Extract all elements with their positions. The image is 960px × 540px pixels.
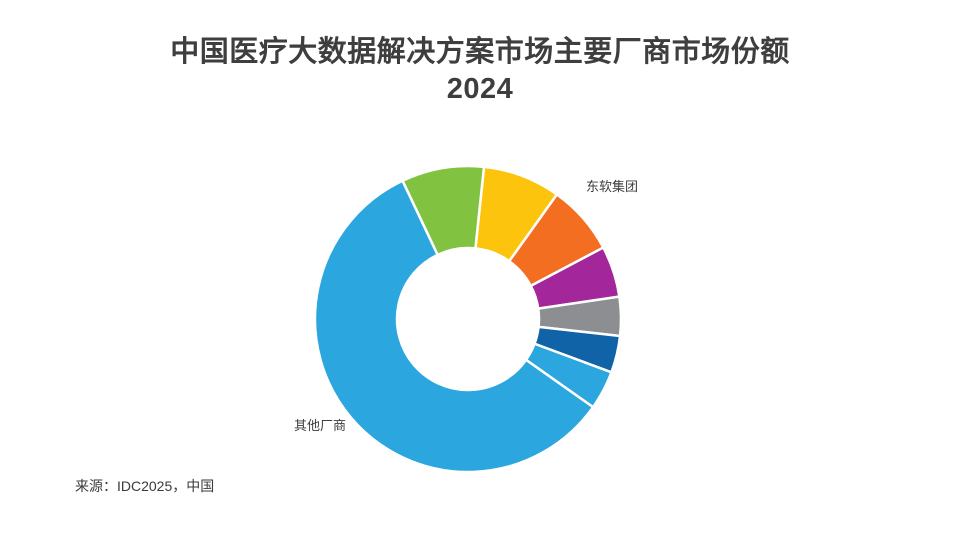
source-note: 来源：IDC2025，中国 (75, 478, 215, 494)
chart-title: 中国医疗大数据解决方案市场主要厂商市场份额 (170, 36, 790, 68)
donut-slice-others (313, 179, 595, 474)
slice-label-others: 其他厂商 (294, 418, 347, 433)
chart-subtitle-year: 2024 (446, 73, 514, 105)
chart-title-block: 中国医疗大数据解决方案市场主要厂商市场份额 2024 (0, 34, 960, 108)
donut-slice-7 (401, 164, 486, 257)
slice-label-neusoft: 东软集团 (586, 179, 639, 194)
